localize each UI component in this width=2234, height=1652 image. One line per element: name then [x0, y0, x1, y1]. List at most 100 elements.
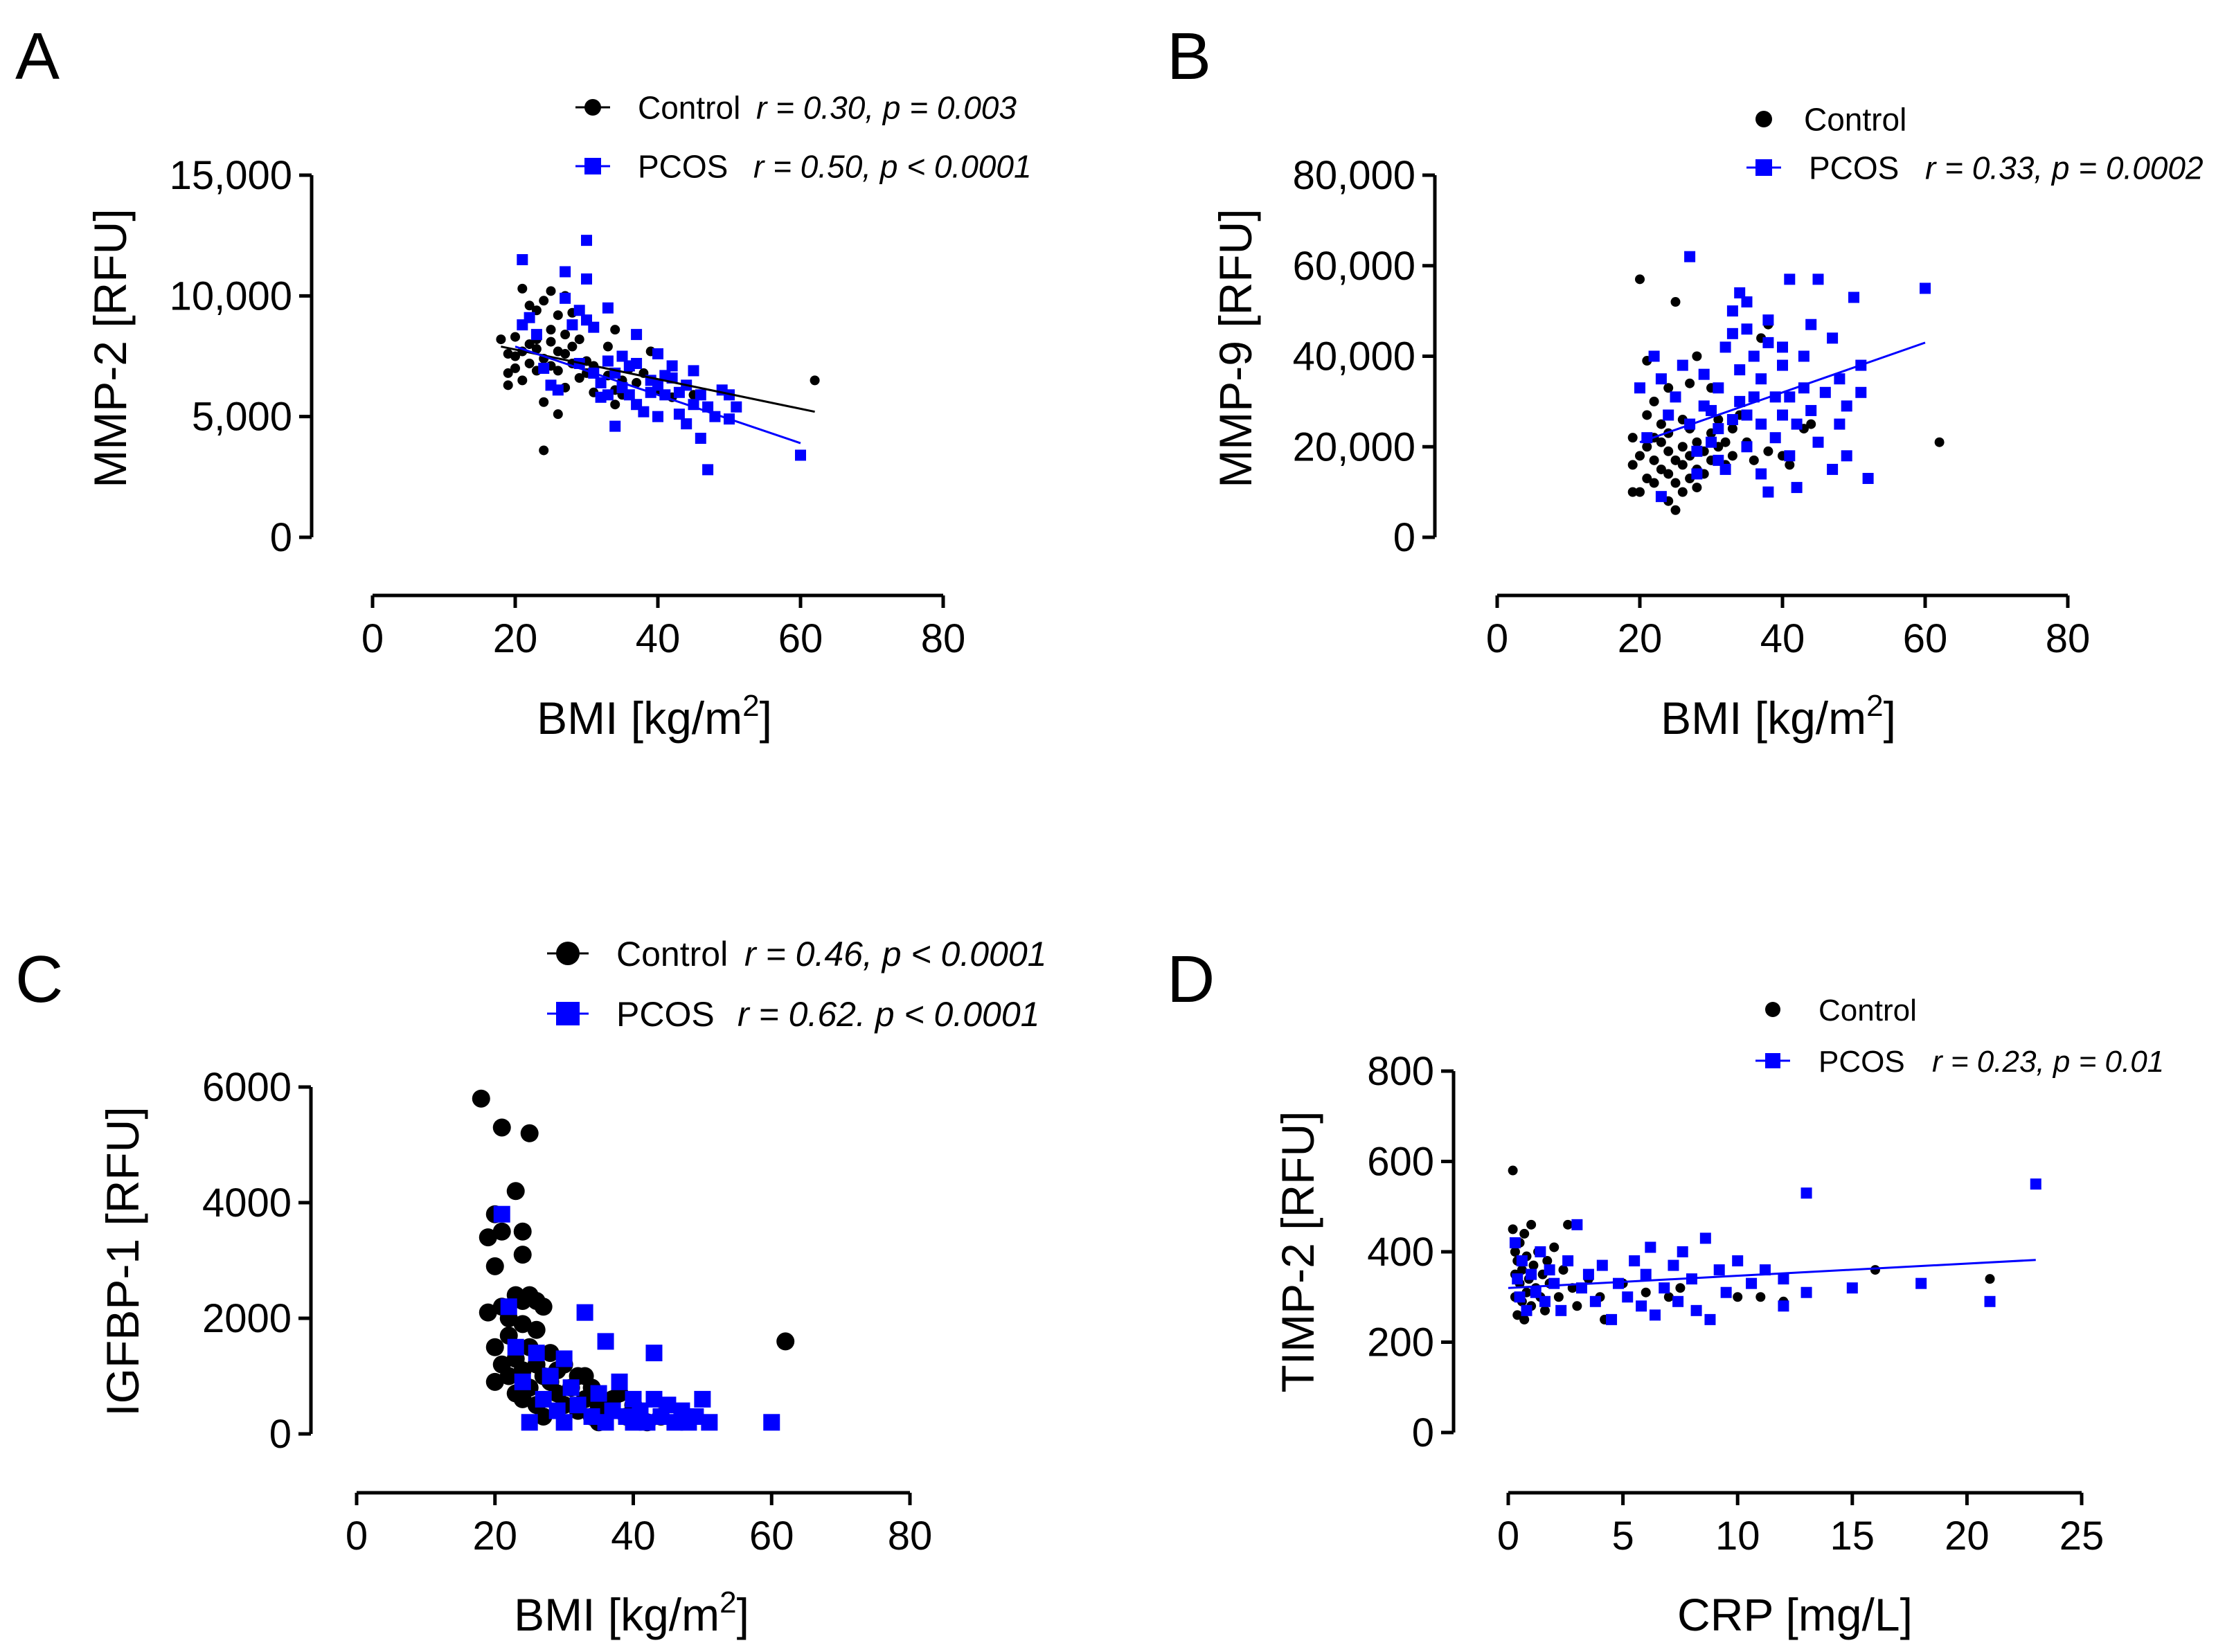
legend-stat: r = 0.50, p < 0.0001 — [753, 149, 1032, 185]
y-axis-title: MMP-9 [RFU] — [1210, 208, 1261, 487]
y-axis: 0 20,000 40,000 60,000 80,000 — [1293, 153, 1437, 560]
data-point — [1985, 1274, 1995, 1284]
legend-stat: r = 0.62. p < 0.0001 — [738, 995, 1039, 1034]
data-point — [1519, 1228, 1530, 1239]
legend-label: PCOS — [616, 995, 715, 1034]
data-point — [567, 341, 578, 352]
data-point — [1769, 432, 1781, 444]
data-point — [776, 1332, 795, 1351]
data-point — [1571, 1219, 1583, 1230]
legend-label: Control — [638, 90, 740, 126]
data-point — [479, 1303, 497, 1322]
data-point — [1510, 1247, 1520, 1257]
data-point — [1755, 418, 1767, 430]
data-point — [610, 399, 620, 410]
y-tick-label: 80,000 — [1293, 153, 1415, 198]
y-axis: 0 2000 4000 6000 — [202, 1065, 313, 1457]
panel-b: B 0 20,000 40,000 60,000 80,000 0 20 40 60 80 BMI [… — [1167, 19, 2204, 744]
data-point — [1542, 1256, 1553, 1266]
data-point — [524, 339, 535, 350]
data-point — [1692, 437, 1702, 447]
data-point — [513, 1246, 532, 1264]
data-point — [1685, 378, 1695, 388]
data-point — [555, 1350, 573, 1367]
data-point — [1589, 1295, 1601, 1307]
data-point — [539, 296, 549, 306]
data-point — [513, 1315, 532, 1334]
data-point — [1870, 1265, 1880, 1275]
data-point — [524, 358, 535, 368]
y-tick-label: 40,000 — [1293, 334, 1415, 379]
data-point — [632, 377, 642, 388]
regression-line-control — [501, 345, 815, 413]
y-tick-label: 4000 — [202, 1180, 292, 1225]
x-tick-label: 40 — [1760, 616, 1805, 661]
data-point — [1741, 323, 1753, 335]
data-point — [499, 1367, 518, 1385]
legend-marker — [1755, 159, 1772, 176]
data-point — [517, 375, 528, 386]
y-axis-title: IGFBP-1 [RFU] — [97, 1106, 148, 1416]
data-point — [1519, 1314, 1530, 1325]
x-tick-label: 25 — [2059, 1514, 2105, 1559]
data-point — [1558, 1265, 1569, 1275]
data-point — [1642, 474, 1652, 484]
legend-item-control: Control r = 0.46, p < 0.0001 — [547, 935, 1046, 973]
x-tick-label: 5 — [1611, 1514, 1634, 1559]
data-point — [1848, 291, 1859, 303]
data-point — [573, 305, 585, 316]
legend: Control PCOS r = 0.33, p = 0.0002 — [1746, 102, 2204, 186]
data-point — [1677, 487, 1688, 497]
data-point — [1670, 478, 1681, 488]
data-point — [1706, 404, 1717, 416]
data-point — [1636, 1300, 1647, 1312]
x-tick-label: 60 — [778, 616, 823, 661]
y-tick-label: 0 — [1393, 515, 1415, 560]
data-point — [581, 273, 592, 285]
data-point — [1645, 1241, 1656, 1253]
data-point — [652, 411, 663, 422]
data-point — [681, 418, 692, 430]
data-point — [609, 420, 621, 432]
data-point — [1748, 391, 1760, 403]
x-tick-label: 40 — [611, 1514, 656, 1559]
data-point — [1841, 450, 1852, 462]
data-point — [1612, 1277, 1624, 1289]
legend-marker — [1755, 111, 1772, 127]
data-point — [1734, 364, 1746, 376]
data-point — [1668, 1259, 1679, 1271]
plot-area — [496, 235, 820, 476]
data-point — [695, 433, 706, 445]
x-axis-title: BMI [kg/m2] — [514, 1586, 749, 1640]
legend-marker — [556, 1002, 580, 1025]
data-point — [1670, 505, 1681, 515]
data-point — [1655, 491, 1667, 503]
legend-marker — [584, 158, 601, 174]
data-point — [539, 397, 549, 407]
data-point — [610, 325, 620, 335]
legend-item-pcos: PCOS r = 0.50, p < 0.0001 — [575, 149, 1032, 185]
data-point — [492, 1222, 511, 1241]
data-point — [701, 1414, 718, 1431]
data-point — [731, 401, 742, 413]
data-point — [1713, 382, 1724, 394]
data-point — [553, 366, 563, 376]
data-point — [503, 380, 513, 390]
x-tick-label: 80 — [888, 1514, 933, 1559]
data-point — [1749, 455, 1759, 465]
data-point — [1762, 336, 1774, 348]
data-point — [602, 341, 613, 352]
data-point — [631, 329, 643, 341]
data-point — [500, 1298, 517, 1316]
data-point — [1755, 468, 1767, 480]
x-tick-label: 60 — [1903, 616, 1948, 661]
data-point — [1512, 1310, 1523, 1320]
data-point — [574, 372, 584, 383]
data-point — [1659, 1282, 1670, 1294]
legend-marker — [1765, 1002, 1780, 1017]
data-point — [1649, 478, 1659, 488]
data-point — [1762, 486, 1774, 498]
x-tick-label: 60 — [749, 1514, 794, 1559]
legend-label: PCOS — [1819, 1045, 1905, 1079]
y-tick-label: 15,000 — [170, 153, 292, 198]
